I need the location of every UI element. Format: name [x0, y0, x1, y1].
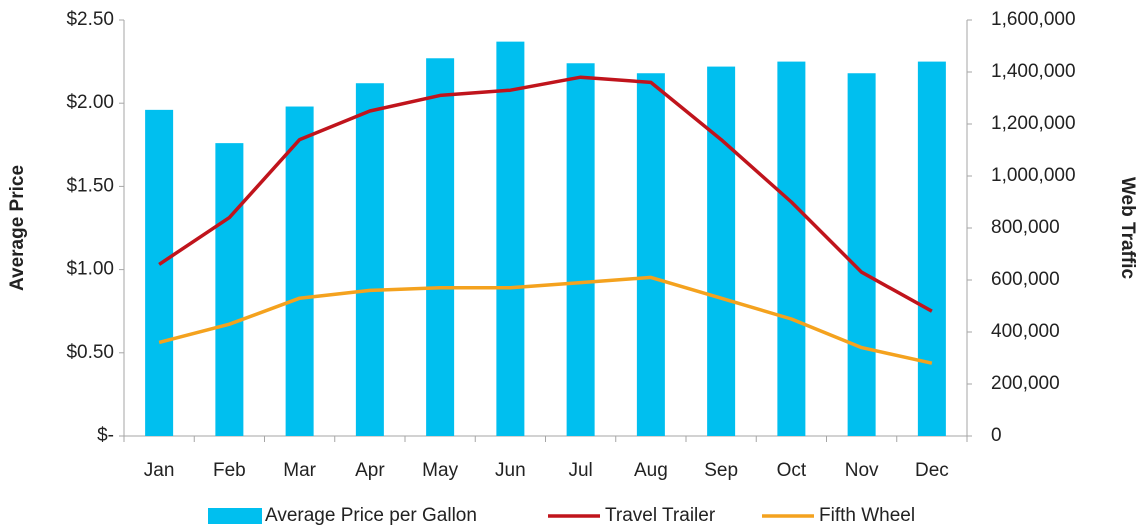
x-tick-label: Nov — [845, 460, 879, 481]
line — [158, 75, 933, 313]
legend-label: Fifth Wheel — [819, 505, 915, 526]
x-tick-label: Jan — [144, 460, 175, 481]
legend-label: Average Price per Gallon — [265, 505, 477, 526]
bar — [777, 61, 806, 436]
bar — [847, 73, 876, 437]
bar — [917, 61, 946, 436]
bar — [285, 106, 314, 436]
y-tick-label: $1.00 — [66, 259, 114, 280]
x-tick-label: Mar — [283, 460, 316, 481]
y2-tick-label: 600,000 — [991, 269, 1060, 290]
x-tick-label: Dec — [915, 460, 949, 481]
y2-tick-label: 400,000 — [991, 321, 1060, 342]
y-tick-label: $1.50 — [66, 175, 114, 196]
y2-tick-label: 1,200,000 — [991, 113, 1076, 134]
y2-tick-label: 200,000 — [991, 373, 1060, 394]
legend-swatch — [208, 508, 262, 524]
y-tick-label: $0.50 — [66, 342, 114, 363]
x-tick-label: Sep — [704, 460, 738, 481]
y-tick-label: $2.50 — [66, 9, 114, 30]
x-tick-label: May — [422, 460, 458, 481]
x-tick-label: Apr — [355, 460, 385, 481]
y-axis-title: Average Price — [7, 165, 28, 291]
bar — [566, 63, 595, 436]
line — [158, 275, 933, 365]
y-tick-label: $2.00 — [66, 92, 114, 113]
bar — [426, 58, 455, 436]
x-tick-label: Jul — [568, 460, 592, 481]
x-tick-label: Oct — [777, 460, 807, 481]
legend-label: Travel Trailer — [605, 505, 716, 526]
x-tick-label: Aug — [634, 460, 668, 481]
bar — [145, 109, 174, 436]
y2-tick-label: 800,000 — [991, 217, 1060, 238]
y2-tick-label: 1,000,000 — [991, 165, 1076, 186]
bar — [636, 73, 665, 437]
y2-axis-title: Web Traffic — [1117, 177, 1138, 279]
bar — [215, 143, 244, 437]
y2-tick-label: 1,600,000 — [991, 9, 1076, 30]
x-tick-label: Feb — [213, 460, 246, 481]
y2-tick-label: 0 — [991, 425, 1002, 446]
y2-tick-label: 1,400,000 — [991, 61, 1076, 82]
y-tick-label: $- — [97, 425, 114, 446]
x-tick-label: Jun — [495, 460, 526, 481]
bar — [707, 66, 736, 436]
bar — [355, 83, 384, 437]
bar — [496, 41, 525, 437]
